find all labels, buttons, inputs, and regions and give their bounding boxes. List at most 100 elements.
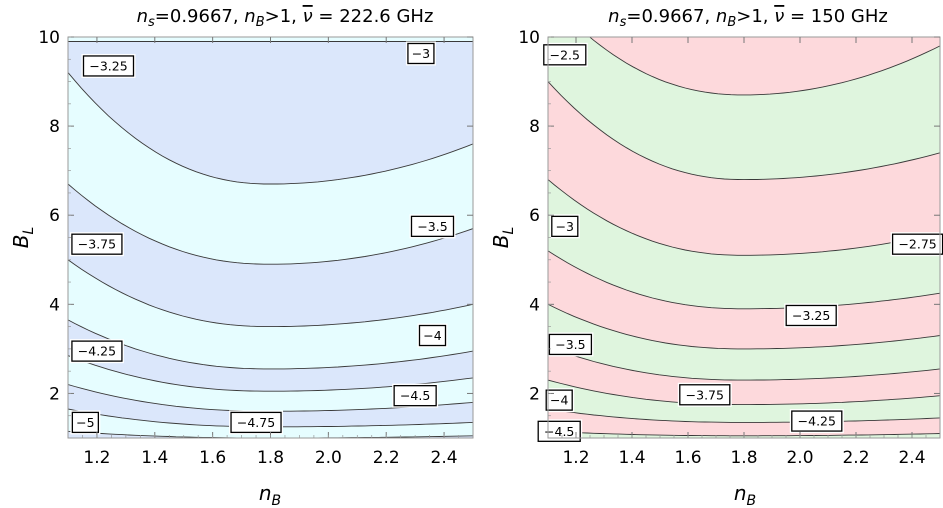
band-fill xyxy=(68,259,473,369)
label-box xyxy=(785,304,837,327)
contour-label: −3.25 xyxy=(784,303,839,328)
chart-title: ns=0.9667, nB>1, ν = 150 GHz xyxy=(608,6,888,30)
contour-label: −4 xyxy=(417,323,448,348)
contour-label-text: −3.5 xyxy=(555,337,585,352)
x-tick-label: 2.4 xyxy=(898,448,925,468)
contour-line xyxy=(548,408,940,423)
contour-line xyxy=(589,37,940,96)
contour-label: −4.25 xyxy=(69,339,124,364)
contour-label: −4.75 xyxy=(229,410,284,435)
contour-line xyxy=(548,250,940,310)
contour-label: −3 xyxy=(549,214,580,239)
contour-label-text: −4.5 xyxy=(400,388,430,403)
x-tick-label: 1.6 xyxy=(674,448,701,468)
label-box xyxy=(230,411,282,434)
band-fill xyxy=(548,250,940,349)
plot-area xyxy=(68,37,473,438)
y-tick-label: 10 xyxy=(38,28,60,48)
band-fill xyxy=(548,179,940,309)
contour-line xyxy=(68,183,473,265)
contour-line xyxy=(68,259,473,328)
label-box xyxy=(543,44,587,66)
contour-label-text: −2.75 xyxy=(898,237,936,252)
x-tick-label: 2.0 xyxy=(786,448,813,468)
x-tick-label: 1.4 xyxy=(141,448,168,468)
x-tick-label: 2.0 xyxy=(315,448,342,468)
y-tick-label: 8 xyxy=(49,117,60,137)
contour-label: −5 xyxy=(70,410,101,435)
label-box xyxy=(548,333,593,356)
contour-label: −3.5 xyxy=(547,332,594,357)
contour-label-text: −2.5 xyxy=(550,47,580,62)
band-fill xyxy=(548,81,940,256)
contour-label-text: −3.5 xyxy=(417,219,447,234)
label-box xyxy=(537,420,581,442)
band-fill xyxy=(68,384,473,427)
contour-label: −3 xyxy=(405,41,436,66)
contour-label-text: −4.25 xyxy=(78,344,116,359)
contour-line xyxy=(68,319,473,370)
y-tick-label: 4 xyxy=(529,295,540,315)
y-tick-label: 2 xyxy=(529,384,540,404)
y-tick-label: 4 xyxy=(49,295,60,315)
contour-label-text: −3.25 xyxy=(89,58,127,73)
y-tick-label: 2 xyxy=(49,384,60,404)
y-axis-label: BL xyxy=(9,227,37,249)
y-tick-label: 6 xyxy=(49,206,60,226)
band-fill xyxy=(68,431,473,438)
contour-label-text: −4 xyxy=(550,393,568,408)
label-box xyxy=(418,324,447,347)
left-contour-panel: −3.25 −3 −3.5 −3.75 −4 −4.25 −4.5 −4.75 −5 1.2 1.4… xyxy=(9,6,474,508)
band-fill xyxy=(548,346,940,405)
contour-line xyxy=(68,430,473,438)
contour-line xyxy=(548,303,940,350)
band-fill xyxy=(68,41,473,184)
plot-area xyxy=(548,37,940,438)
chart-title: ns=0.9667, nB>1, ν = 222.6 GHz xyxy=(137,6,434,30)
x-axis-label: nB xyxy=(734,481,756,508)
contour-label-text: −5 xyxy=(76,415,94,430)
band-fill xyxy=(68,319,473,392)
contour-label: −4.5 xyxy=(536,419,583,444)
contour-label-text: −4.75 xyxy=(237,415,275,430)
label-box xyxy=(407,42,435,65)
label-box xyxy=(545,389,573,411)
x-tick-label: 1.8 xyxy=(257,448,284,468)
y-tick-label: 6 xyxy=(529,206,540,226)
label-box xyxy=(71,233,123,255)
contour-line xyxy=(548,379,940,406)
contour-line xyxy=(68,72,473,185)
contour-label: −3.75 xyxy=(677,382,732,407)
label-box xyxy=(71,340,123,362)
band-fill xyxy=(68,409,473,438)
label-box xyxy=(393,385,437,407)
contour-label: −4.5 xyxy=(392,383,439,408)
contour-label: −4 xyxy=(544,388,575,413)
x-tick-label: 1.4 xyxy=(618,448,645,468)
x-tick-label: 1.6 xyxy=(199,448,226,468)
y-axis-label: BL xyxy=(489,227,517,249)
x-tick-label: 1.8 xyxy=(730,448,757,468)
band-fill xyxy=(548,37,940,180)
y-tick-label: 10 xyxy=(518,28,540,48)
band-fill xyxy=(548,304,940,381)
x-tick-label: 2.4 xyxy=(431,448,458,468)
contour-line xyxy=(548,81,940,181)
right-contour-panel: −2.5 −2.75 −3 −3.25 −3.5 −3.75 −4 −4.25 −4.5 1.2 1… xyxy=(489,6,943,508)
contour-label: −3.5 xyxy=(409,214,456,239)
contour-label-text: −4.5 xyxy=(544,424,574,439)
label-box xyxy=(82,55,135,77)
contour-label-text: −4 xyxy=(423,328,441,343)
contour-label: −4.25 xyxy=(789,409,844,434)
x-tick-label: 1.2 xyxy=(83,448,110,468)
contour-label-text: −3 xyxy=(412,46,430,61)
contour-label-text: −3 xyxy=(556,219,574,234)
band-fill xyxy=(68,72,473,265)
label-box xyxy=(791,410,843,432)
band-fill xyxy=(68,184,473,327)
band-fill xyxy=(68,355,473,412)
label-box xyxy=(71,411,100,434)
x-tick-label: 1.2 xyxy=(562,448,589,468)
contour-label-text: −3.25 xyxy=(792,308,830,323)
